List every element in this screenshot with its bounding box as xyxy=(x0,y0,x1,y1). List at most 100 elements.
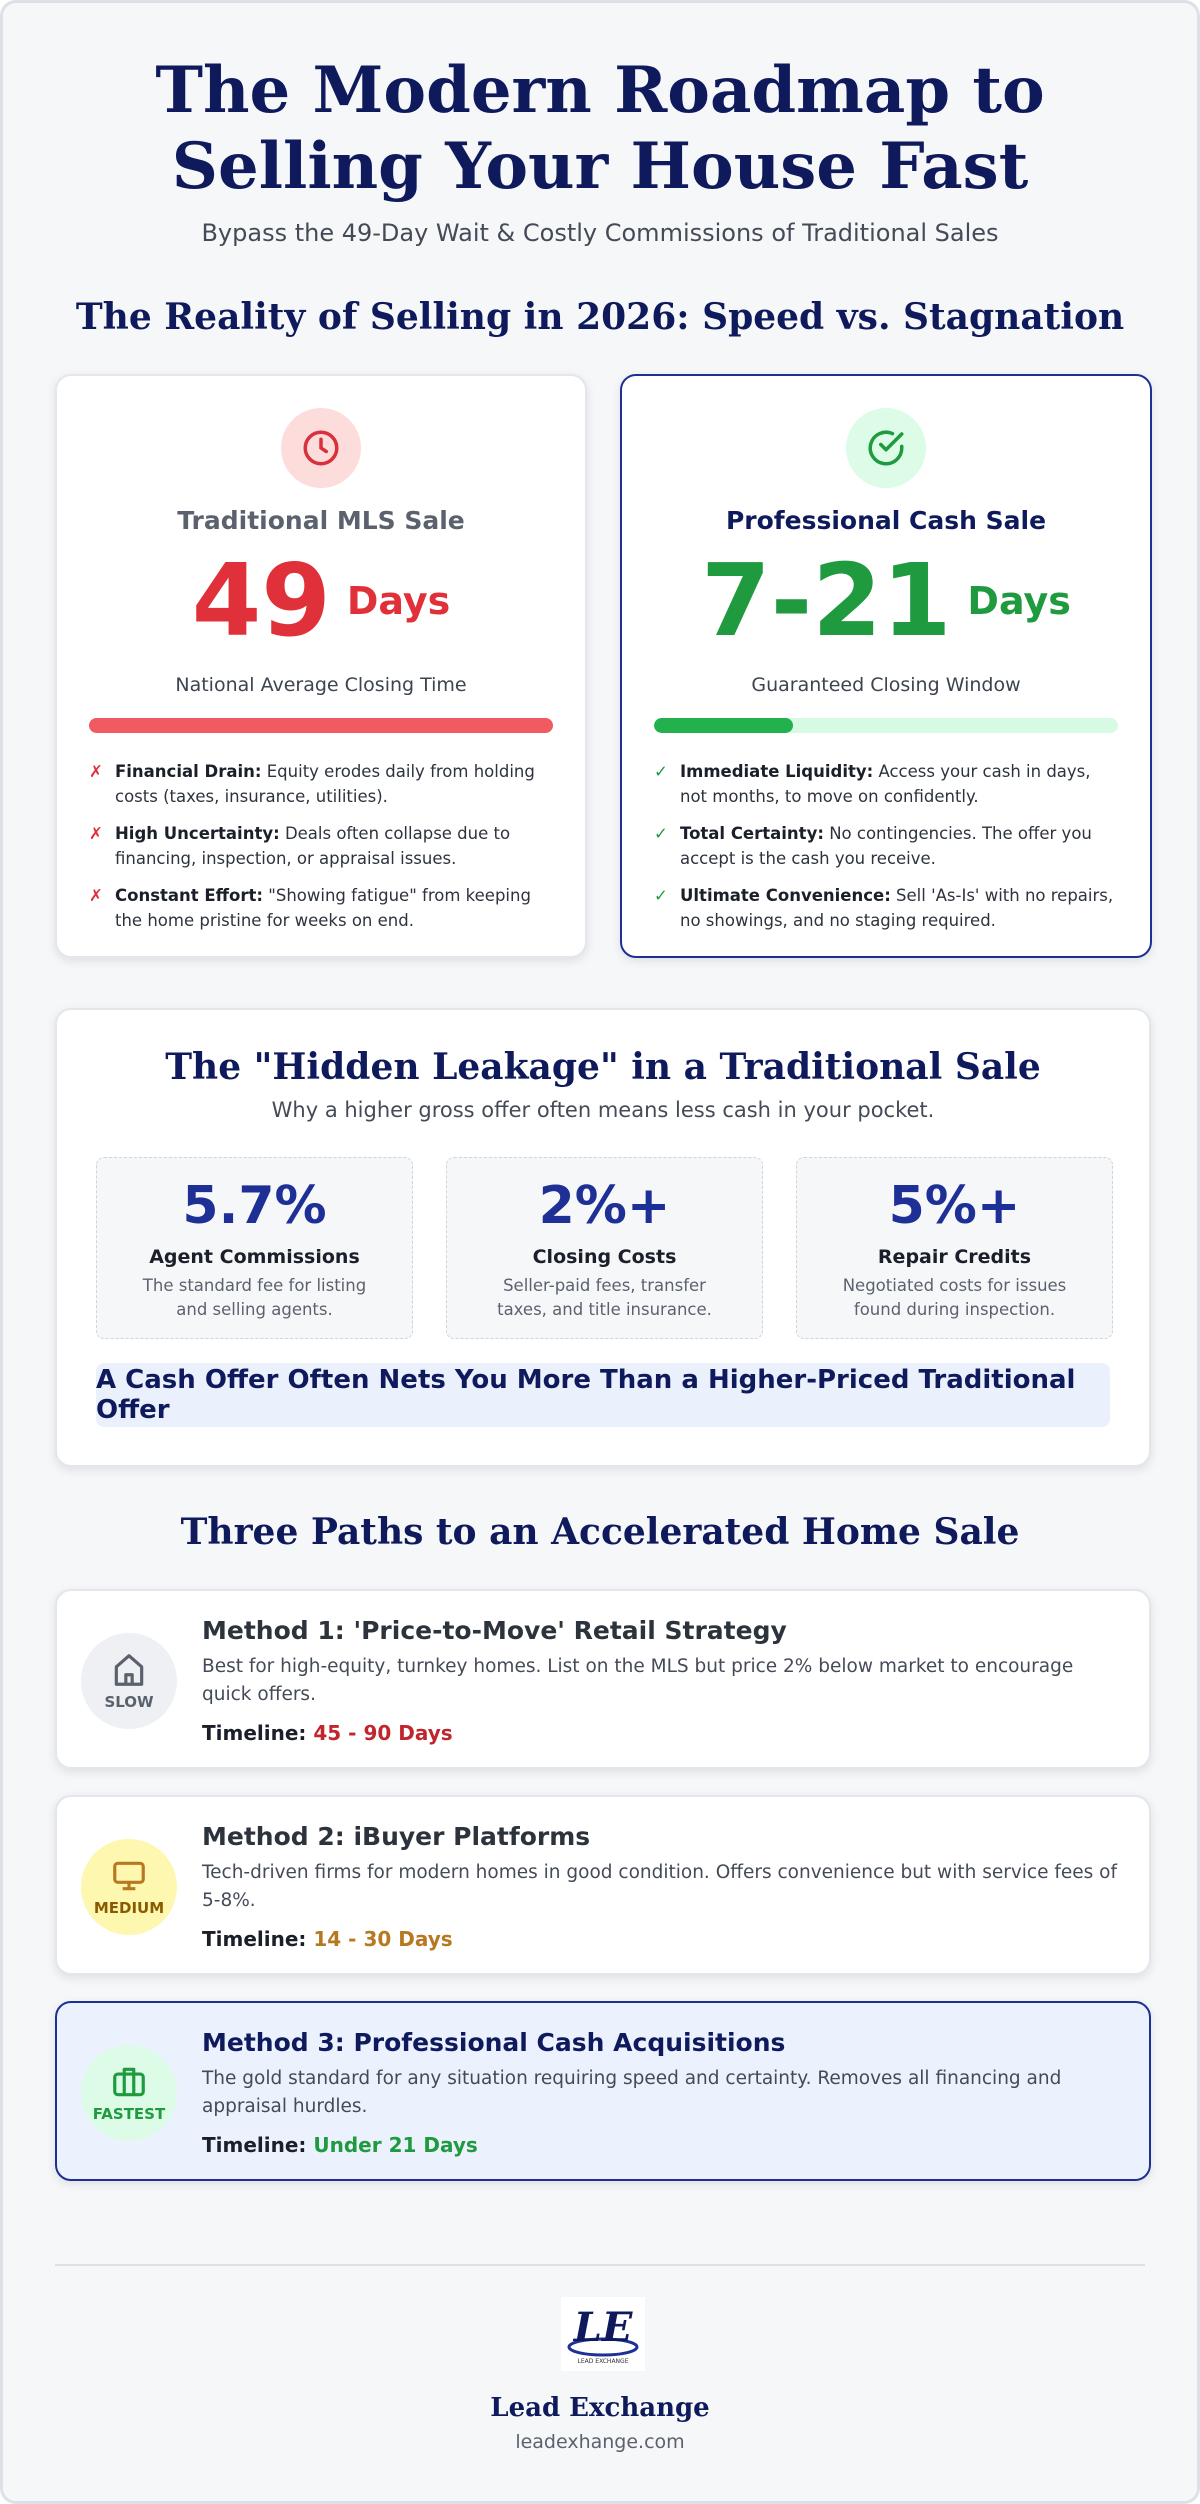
stat-value: 5.7% xyxy=(182,1176,327,1236)
timeline-value: 45 - 90 Days xyxy=(313,1721,453,1745)
method-text: Tech-driven firms for modern homes in go… xyxy=(202,1862,1117,1911)
days: 49 Days xyxy=(192,546,451,656)
stat-text: Negotiated costs for issues found during… xyxy=(842,1276,1067,1319)
method-badge: MEDIUM xyxy=(81,1839,177,1935)
point-text: Total Certainty: No contingencies. The o… xyxy=(680,821,1118,871)
stat-label: Repair Credits xyxy=(877,1246,1032,1268)
stat-box: 2%+ Closing Costs Seller-paid fees, transf… xyxy=(446,1157,763,1339)
banner: A Cash Offer Often Nets You More Than a … xyxy=(96,1363,1110,1427)
method-title: Method 2: iBuyer Platforms xyxy=(202,1822,591,1851)
card-title: Traditional MLS Sale xyxy=(177,506,465,535)
point-marker: ✓ xyxy=(654,824,668,843)
method-title: Method 1: 'Price-to-Move' Retail Strateg… xyxy=(202,1616,787,1645)
point-text: Financial Drain: Equity erodes daily fro… xyxy=(115,759,553,809)
point-text: Constant Effort: "Showing fatigue" from … xyxy=(115,883,553,933)
point-marker: ✗ xyxy=(89,824,103,843)
stat-label: Agent Commissions xyxy=(149,1246,360,1268)
method-timeline: Timeline: 14 - 30 Days xyxy=(202,1927,1119,1951)
stat-text: Seller-paid fees, transfer taxes, and ti… xyxy=(497,1276,712,1319)
point: ✗ Constant Effort: "Showing fatigue" from… xyxy=(89,883,553,933)
point: ✗ Financial Drain: Equity erodes daily fr… xyxy=(89,759,553,809)
method-timeline: Timeline: Under 21 Days xyxy=(202,2133,1119,2157)
days-unit: Days xyxy=(346,579,451,623)
subtitle: Bypass the 49-Day Wait & Costly Commissi… xyxy=(201,219,999,247)
cash-card: Professional Cash Sale 7-21 Days Guarant… xyxy=(620,374,1152,958)
badge-label: MEDIUM xyxy=(93,1899,165,1917)
point-label: High Uncertainty: xyxy=(115,824,280,843)
check-icon xyxy=(846,408,926,488)
logo-swoosh xyxy=(567,2337,639,2357)
point-body: Equity erodes daily from holding costs (… xyxy=(115,762,535,806)
point-marker: ✗ xyxy=(89,886,103,905)
stat-value: 2%+ xyxy=(538,1176,671,1236)
progress-fill xyxy=(654,718,794,733)
method-card: FASTEST Method 3: Professional Cash Acqui… xyxy=(55,2001,1151,2181)
monitor-icon xyxy=(113,1861,145,1891)
days-number: 7-21 xyxy=(701,542,952,659)
clock-icon xyxy=(281,408,361,488)
progress-bar xyxy=(89,718,553,733)
url: leadexhange.com xyxy=(515,2431,685,2453)
point: ✓ Total Certainty: No contingencies. The … xyxy=(654,821,1118,871)
method-card: MEDIUM Method 2: iBuyer Platforms Tech-dri… xyxy=(55,1795,1151,1975)
days: 7-21 Days xyxy=(701,546,1071,656)
stat-text: The standard fee for listing and selling… xyxy=(142,1276,367,1319)
clock-svg xyxy=(303,430,339,466)
point-text: Immediate Liquidity: Access your cash in… xyxy=(680,759,1118,809)
point: ✗ High Uncertainty: Deals often collapse … xyxy=(89,821,553,871)
stat-box: 5%+ Repair Credits Negotiated costs for is… xyxy=(796,1157,1113,1339)
point: ✓ Immediate Liquidity: Access your cash i… xyxy=(654,759,1118,809)
logo-caption: LEAD EXCHANGE xyxy=(578,2358,629,2365)
points: ✓ Immediate Liquidity: Access your cash i… xyxy=(654,759,1118,945)
title: The Modern Roadmap to Selling Your House… xyxy=(155,53,1045,204)
timeline-value: 14 - 30 Days xyxy=(313,1927,453,1951)
days-number: 49 xyxy=(191,542,331,659)
method-text: The gold standard for any situation requ… xyxy=(202,2068,1062,2117)
point: ✓ Ultimate Convenience: Sell 'As-Is' with… xyxy=(654,883,1118,933)
point-label: Total Certainty: xyxy=(680,824,824,843)
point-label: Ultimate Convenience: xyxy=(680,886,891,905)
stat-label: Closing Costs xyxy=(532,1246,677,1268)
logo-mark: LE xyxy=(573,2304,633,2351)
timeline-value: Under 21 Days xyxy=(313,2133,478,2157)
timeline-label: Timeline: xyxy=(202,1927,307,1951)
method-card: SLOW Method 1: 'Price-to-Move' Retail Str… xyxy=(55,1589,1151,1769)
paths-heading: Three Paths to an Accelerated Home Sale xyxy=(180,1511,1020,1553)
card-caption: Guaranteed Closing Window xyxy=(751,674,1021,696)
card-caption: National Average Closing Time xyxy=(175,674,467,696)
days-unit: Days xyxy=(967,579,1071,623)
timeline-label: Timeline: xyxy=(202,2133,307,2157)
point-body: No contingencies. The offer you accept i… xyxy=(680,824,1092,868)
points: ✗ Financial Drain: Equity erodes daily fr… xyxy=(89,759,553,945)
point-label: Immediate Liquidity: xyxy=(680,762,874,781)
point-marker: ✓ xyxy=(654,886,668,905)
header: The Modern Roadmap to Selling Your House… xyxy=(3,53,1197,205)
leakage-card: The "Hidden Leakage" in a Traditional Sa… xyxy=(55,1008,1151,1467)
stat-value: 5%+ xyxy=(888,1176,1021,1236)
badge-label: FASTEST xyxy=(92,2105,166,2123)
point-label: Constant Effort: xyxy=(115,886,264,905)
method-body: Method 2: iBuyer Platforms Tech-driven fi… xyxy=(202,1819,1119,1951)
progress-bar xyxy=(654,718,1118,733)
traditional-card: Traditional MLS Sale 49 Days National Av… xyxy=(55,374,587,958)
check-svg xyxy=(868,430,904,466)
method-timeline: Timeline: 45 - 90 Days xyxy=(202,1721,1119,1745)
house-icon xyxy=(114,1654,144,1686)
point-text: Ultimate Convenience: Sell 'As-Is' with … xyxy=(680,883,1118,933)
method-body: Method 3: Professional Cash Acquisitions… xyxy=(202,2025,1119,2157)
point-body: Deals often collapse due to financing, i… xyxy=(115,824,511,868)
point-marker: ✗ xyxy=(89,762,103,781)
point-label: Financial Drain: xyxy=(115,762,262,781)
method-body: Method 1: 'Price-to-Move' Retail Strateg… xyxy=(202,1613,1119,1745)
method-badge: FASTEST xyxy=(81,2045,177,2141)
card-title: Professional Cash Sale xyxy=(725,506,1047,535)
point-body: Sell 'As-Is' with no repairs, no showing… xyxy=(680,886,1114,930)
logo-bg xyxy=(561,2297,645,2371)
point-text: High Uncertainty: Deals often collapse d… xyxy=(115,821,553,871)
badge-label: SLOW xyxy=(104,1693,154,1711)
point-body: Access your cash in days, not months, to… xyxy=(680,762,1091,806)
brand: Lead Exchange xyxy=(490,2393,710,2423)
stat-box: 5.7% Agent Commissions The standard fee fo… xyxy=(96,1157,413,1339)
